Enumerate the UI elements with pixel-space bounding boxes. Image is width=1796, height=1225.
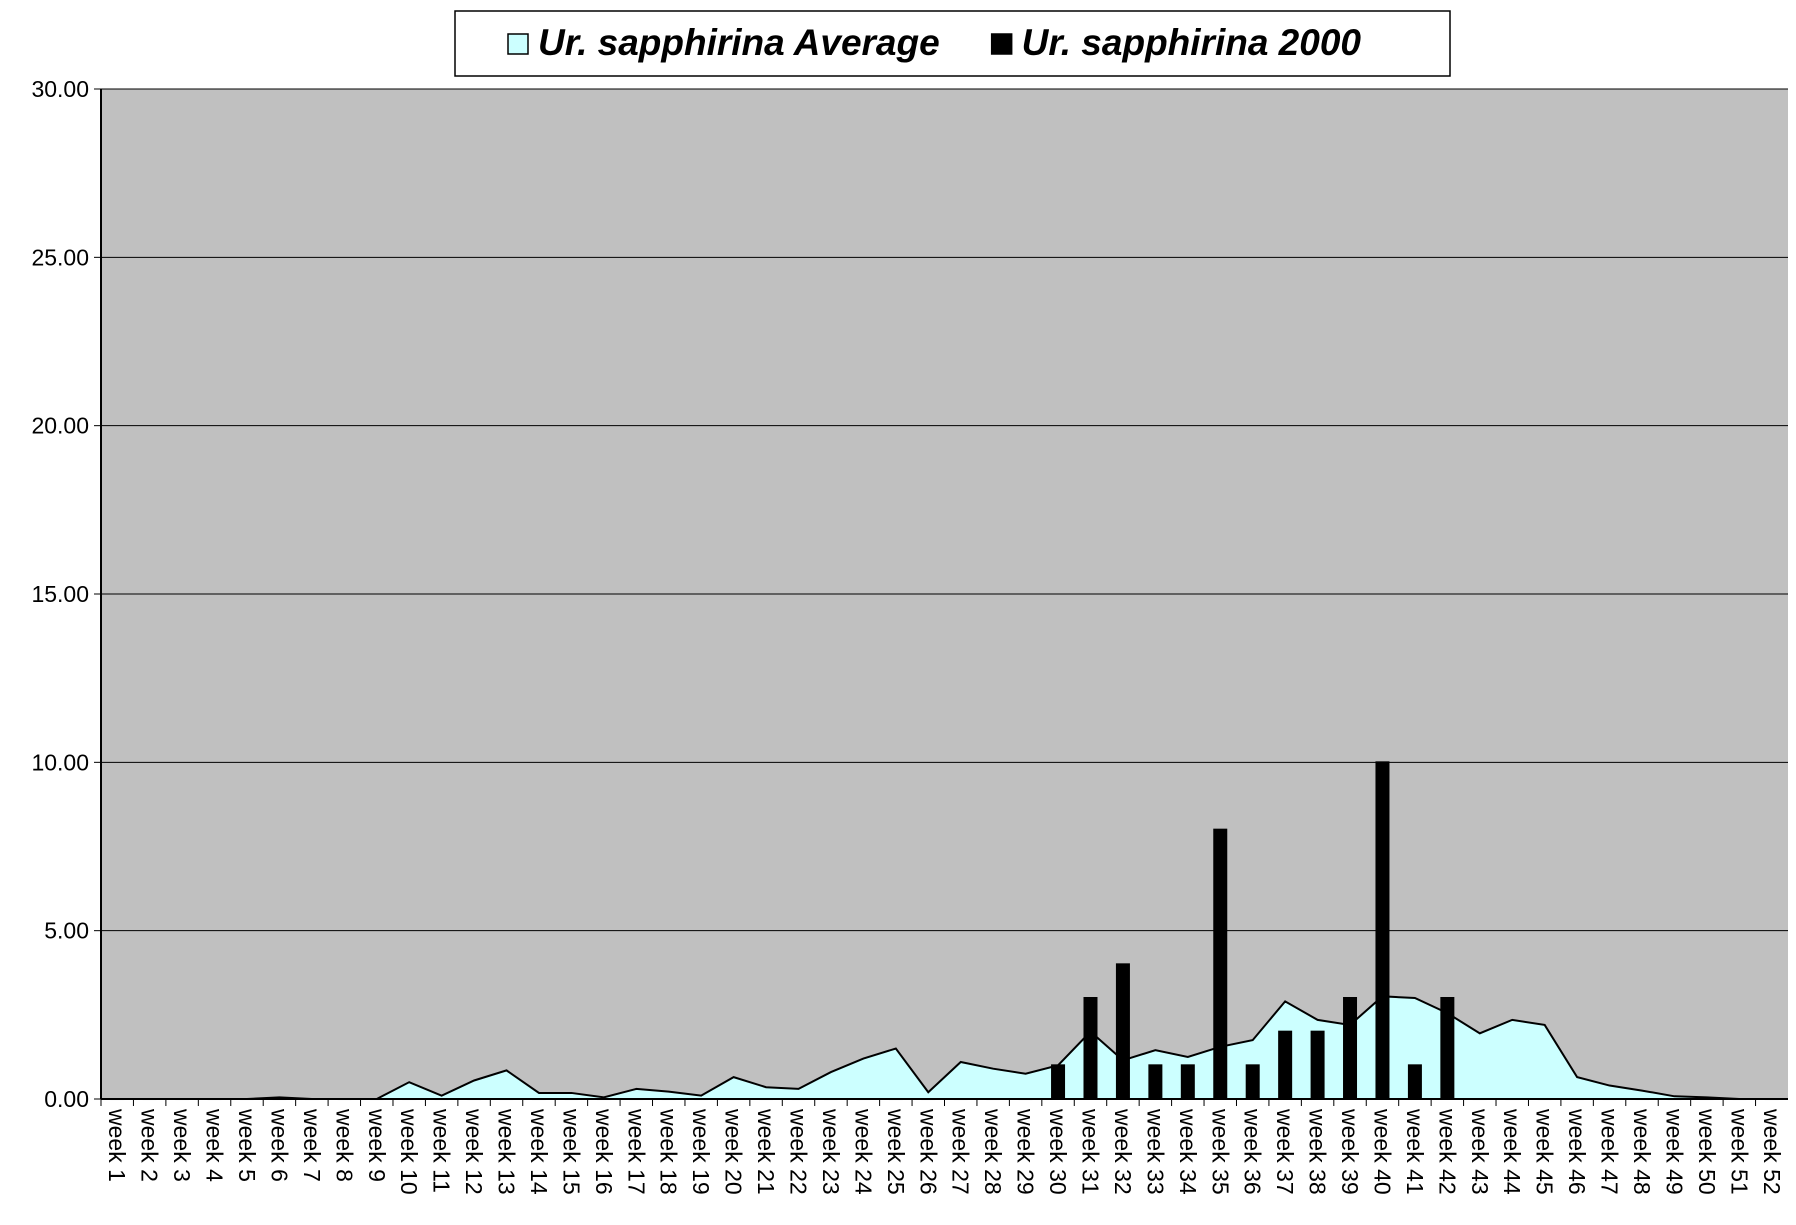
bar [1213, 828, 1228, 1101]
x-tick-label: week 17 [623, 1108, 649, 1195]
x-tick-label: week 50 [1694, 1108, 1720, 1195]
x-tick-label: week 36 [1240, 1108, 1266, 1195]
x-tick-label: week 27 [948, 1108, 974, 1195]
x-tick-label: week 44 [1499, 1108, 1525, 1195]
x-tick-label: week 46 [1564, 1108, 1590, 1195]
y-tick-label: 30.00 [31, 76, 89, 102]
x-tick-label: week 31 [1077, 1108, 1103, 1195]
y-tick-label: 15.00 [31, 581, 89, 607]
legend-label: Ur. sapphirina 2000 [1022, 22, 1362, 63]
x-tick-label: week 9 [364, 1108, 390, 1182]
bar [1440, 997, 1455, 1100]
y-tick-label: 5.00 [44, 918, 89, 944]
x-tick-label: week 10 [396, 1108, 422, 1195]
y-tick-label: 10.00 [31, 749, 89, 775]
x-tick-label: week 5 [234, 1108, 260, 1182]
bar [1278, 1030, 1293, 1100]
x-tick-label: week 45 [1532, 1108, 1558, 1195]
x-tick-label: week 34 [1175, 1108, 1201, 1195]
x-tick-label: week 21 [753, 1108, 779, 1195]
x-tick-label: week 20 [721, 1108, 747, 1195]
x-tick-label: week 28 [980, 1108, 1006, 1195]
bar [1245, 1064, 1260, 1101]
x-tick-label: week 52 [1759, 1108, 1785, 1195]
x-tick-label: week 11 [429, 1108, 455, 1193]
x-tick-label: week 1 [104, 1108, 130, 1182]
x-tick-label: week 2 [137, 1108, 163, 1182]
x-tick-label: week 3 [169, 1108, 195, 1182]
bar [1343, 997, 1358, 1100]
x-tick-label: week 7 [299, 1108, 325, 1182]
x-tick-label: week 15 [558, 1108, 584, 1195]
x-tick-label: week 40 [1369, 1108, 1395, 1195]
x-tick-label: week 35 [1207, 1108, 1233, 1195]
bar [1051, 1064, 1066, 1101]
x-tick-label: week 23 [818, 1108, 844, 1195]
y-tick-label: 20.00 [31, 413, 89, 439]
x-tick-label: week 8 [331, 1108, 357, 1182]
x-tick-label: week 16 [591, 1108, 617, 1195]
x-tick-label: week 6 [266, 1108, 292, 1182]
legend-swatch [507, 33, 529, 55]
x-tick-label: week 19 [688, 1108, 714, 1195]
x-tick-label: week 41 [1402, 1108, 1428, 1195]
x-tick-label: week 43 [1467, 1108, 1493, 1195]
bar [1115, 963, 1130, 1100]
bar [1148, 1064, 1163, 1101]
x-tick-label: week 12 [461, 1108, 487, 1195]
x-tick-label: week 37 [1272, 1108, 1298, 1195]
bar [1310, 1030, 1325, 1100]
y-tick-label: 0.00 [44, 1086, 89, 1112]
x-tick-label: week 49 [1661, 1108, 1687, 1195]
x-tick-label: week 14 [526, 1108, 552, 1195]
x-tick-label: week 22 [786, 1108, 812, 1195]
bar [1180, 1064, 1195, 1101]
bar [1083, 997, 1098, 1100]
x-tick-label: week 29 [1013, 1108, 1039, 1195]
x-tick-label: week 30 [1045, 1108, 1071, 1195]
x-tick-label: week 4 [202, 1108, 228, 1182]
x-tick-label: week 26 [915, 1108, 941, 1195]
x-tick-label: week 38 [1305, 1108, 1331, 1195]
x-tick-label: week 18 [656, 1108, 682, 1195]
x-tick-label: week 39 [1337, 1108, 1363, 1195]
x-tick-label: week 42 [1434, 1108, 1460, 1195]
area-line [117, 995, 1772, 1100]
bar [1375, 761, 1390, 1100]
x-tick-label: week 25 [883, 1108, 909, 1195]
bar [1407, 1064, 1422, 1101]
x-tick-label: week 47 [1597, 1108, 1623, 1195]
x-tick-label: week 33 [1142, 1108, 1168, 1195]
legend-box [454, 10, 1451, 77]
x-tick-label: week 13 [494, 1108, 520, 1195]
y-tick-label: 25.00 [31, 244, 89, 270]
x-tick-label: week 51 [1726, 1108, 1752, 1195]
area [117, 996, 1772, 1099]
legend-swatch [990, 33, 1013, 55]
x-tick-label: week 24 [850, 1108, 876, 1195]
legend-label: Ur. sapphirina Average [538, 22, 940, 63]
x-tick-label: week 32 [1110, 1108, 1136, 1195]
x-tick-label: week 48 [1629, 1108, 1655, 1195]
